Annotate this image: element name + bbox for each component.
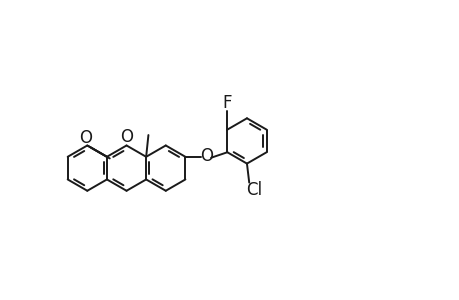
- Text: O: O: [200, 147, 213, 165]
- Text: O: O: [120, 128, 133, 146]
- Text: F: F: [222, 94, 232, 112]
- Text: Cl: Cl: [246, 181, 262, 199]
- Text: O: O: [79, 129, 92, 147]
